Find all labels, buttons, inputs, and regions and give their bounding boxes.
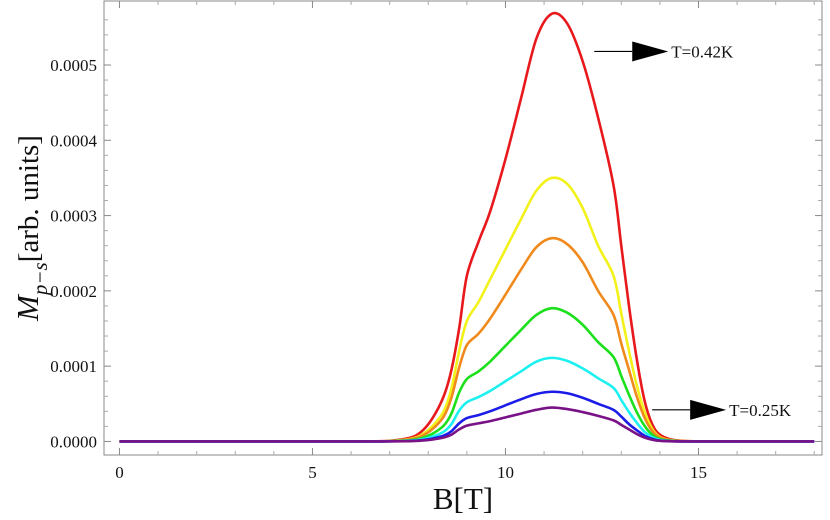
annotation-label: T=0.25K	[729, 401, 792, 420]
y-ticks: 0.0000 0.0001 0.0002 0.0003 0.0004 0.0005	[50, 19, 822, 451]
plot-frame	[103, 0, 823, 456]
y-tick-label: 0.0002	[50, 282, 97, 301]
x-tick-label: 5	[308, 463, 317, 482]
x-axis-title: B[T]	[433, 481, 493, 516]
x-tick-label: 10	[497, 463, 514, 482]
series-line-5	[119, 356, 815, 443]
series-line-7	[119, 406, 815, 443]
y-axis-title-sub: p−s	[28, 262, 52, 297]
series-line-1	[119, 11, 815, 443]
x-tick-label: 15	[690, 463, 707, 482]
annotation-arrow-icon	[690, 399, 727, 420]
y-tick-label: 0.0000	[50, 432, 97, 451]
annotation-label: T=0.42K	[671, 42, 734, 61]
annotation-arrow-icon	[632, 41, 669, 62]
series-group	[119, 11, 815, 443]
y-axis-title: Mp−s[arb. units]	[10, 135, 52, 322]
y-axis-title-rest: [arb. units]	[13, 135, 45, 262]
y-axis-title-main: M	[10, 293, 45, 322]
annotations: T=0.42K T=0.25K	[594, 41, 792, 420]
x-tick-label: 0	[115, 463, 124, 482]
y-tick-label: 0.0001	[50, 357, 97, 376]
y-tick-label: 0.0004	[50, 131, 97, 150]
x-ticks: 0 5 10 15	[115, 1, 815, 482]
y-tick-label: 0.0005	[50, 56, 97, 75]
y-tick-label: 0.0003	[50, 207, 97, 226]
series-line-6	[119, 390, 815, 443]
series-line-4	[119, 306, 815, 443]
